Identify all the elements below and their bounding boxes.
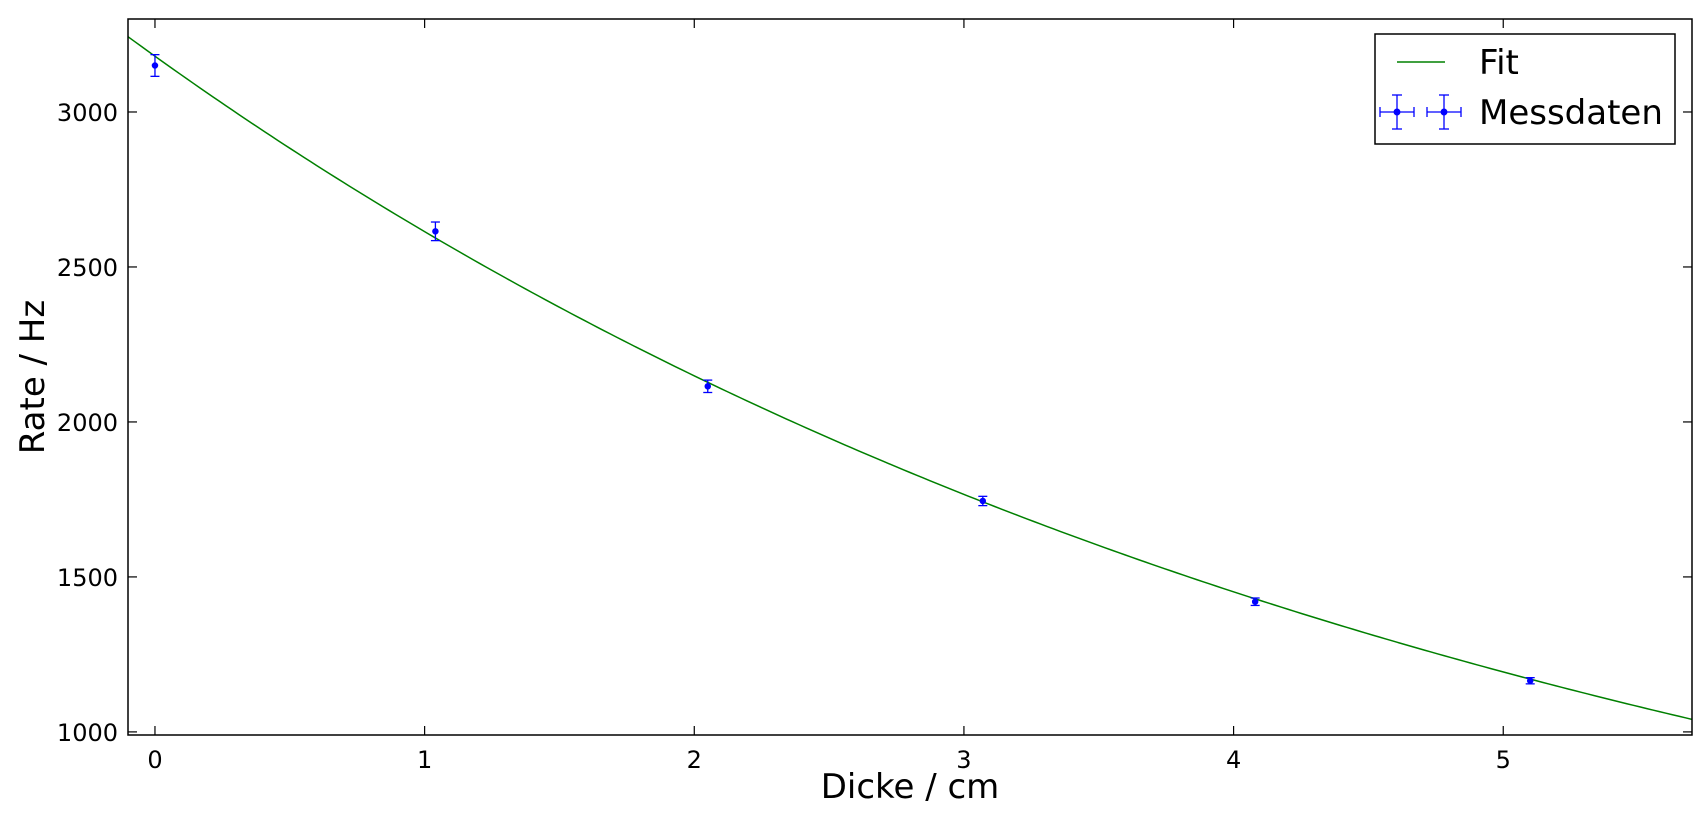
y-tick-label: 2000 [57, 409, 118, 437]
data-point [1525, 677, 1535, 685]
axis-ticks [128, 19, 1692, 735]
x-tick-label: 0 [147, 746, 162, 774]
fit-line [128, 36, 1692, 721]
data-marker [151, 62, 159, 69]
x-axis-label: Dicke / cm [821, 767, 1000, 807]
data-marker [1251, 598, 1259, 605]
data-point [150, 53, 160, 77]
data-point [978, 495, 988, 507]
legend-messdaten-label: Messdaten [1479, 93, 1663, 133]
data-series [150, 53, 1535, 685]
x-tick-label: 1 [417, 746, 432, 774]
legend-fit-label: Fit [1479, 43, 1519, 83]
y-tick-label: 3000 [57, 99, 118, 127]
data-point [1250, 597, 1260, 607]
data-marker [704, 383, 712, 390]
data-point [430, 221, 440, 242]
legend-messdaten-marker [1379, 94, 1462, 130]
x-tick-label: 3 [956, 746, 971, 774]
x-tick-label: 5 [1496, 746, 1511, 774]
y-tick-label: 2500 [57, 254, 118, 282]
data-point [703, 379, 713, 394]
fit-series [128, 36, 1692, 721]
x-tick-label: 4 [1226, 746, 1241, 774]
tick-labels: 0 1 2 3 4 5 1000 1500 2000 2500 3000 [57, 99, 1511, 774]
y-tick-label: 1000 [57, 719, 118, 747]
plot-frame [127, 18, 1693, 736]
data-marker [979, 497, 987, 505]
y-tick-label: 1500 [57, 564, 118, 592]
data-marker [432, 228, 439, 235]
data-marker [1526, 677, 1534, 685]
y-axis-label: Rate / Hz [13, 300, 53, 454]
legend-box [1374, 33, 1676, 145]
legend: Fit Messdaten [1374, 33, 1676, 145]
x-tick-label: 2 [687, 746, 702, 774]
